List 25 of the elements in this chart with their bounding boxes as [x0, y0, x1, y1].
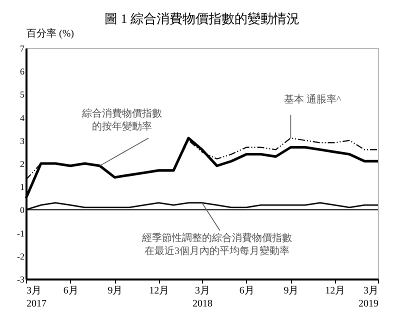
y-tick-label: 1 [20, 182, 24, 192]
x-tick-label: 6月 [63, 286, 78, 296]
y-tick-label: -1 [17, 228, 24, 238]
x-tick-label: 12月 [149, 286, 170, 296]
text: 綜合消費物價指數的按年變動率 [80, 107, 162, 132]
x-tick-label: 3月 2017 [26, 286, 46, 310]
x-tick-label: 6月 [239, 286, 254, 296]
x-tick-label: 9月 [284, 286, 299, 296]
y-tick-label: -3 [17, 274, 25, 284]
y-tick-label: 5 [20, 90, 25, 100]
chart-title: 圖 1 綜合消費物價指數的變動情況 [104, 11, 300, 26]
y-tick-label: 3 [20, 136, 25, 146]
text: 經季節性調整的綜合消費物價指數在最近3個月內的平均每月變動率 [140, 232, 292, 258]
x-tick-label: 3月 2019 [358, 286, 378, 310]
y-axis-title: 百分率 (%) [26, 28, 74, 40]
y-tick-label: 4 [20, 112, 25, 123]
y-tick-label: 2 [20, 159, 24, 169]
y-tick-label: 6 [20, 66, 25, 77]
x-tick-label: 9月 [108, 286, 123, 296]
y-tick-label: -2 [17, 251, 24, 262]
x-tick-label: 12月 [325, 286, 346, 296]
y-tick-label: 7 [20, 44, 25, 54]
x-tick-label: 3月 2018 [192, 286, 212, 310]
y-tick-label: 0 [20, 205, 25, 216]
text: 基本 通脹率^ [284, 94, 342, 106]
